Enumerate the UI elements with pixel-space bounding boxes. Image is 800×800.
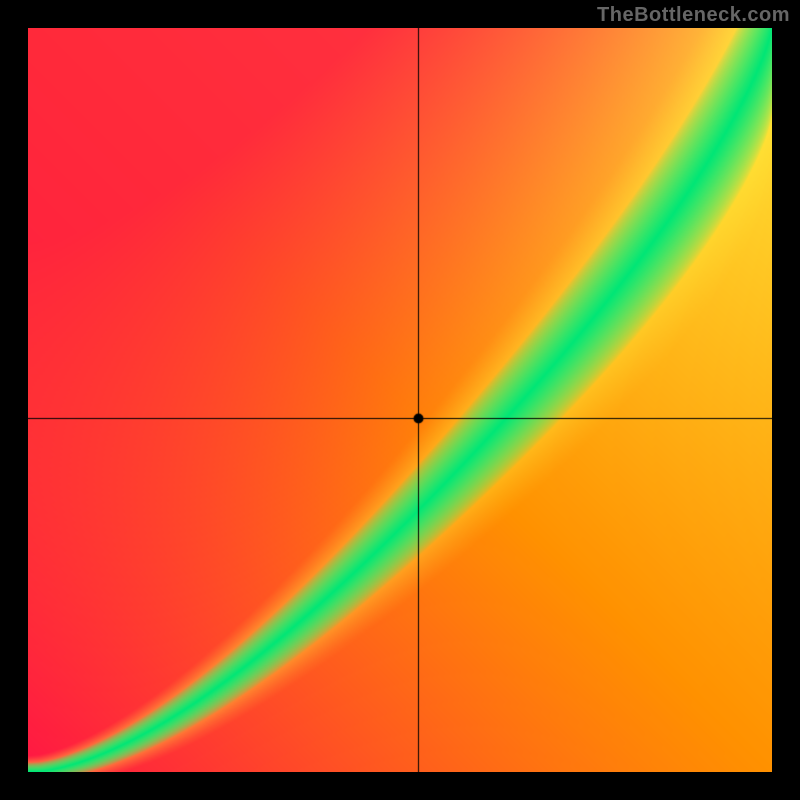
heatmap-canvas [28,28,772,772]
plot-area [28,28,772,772]
chart-container: TheBottleneck.com [0,0,800,800]
attribution-text: TheBottleneck.com [597,4,790,27]
